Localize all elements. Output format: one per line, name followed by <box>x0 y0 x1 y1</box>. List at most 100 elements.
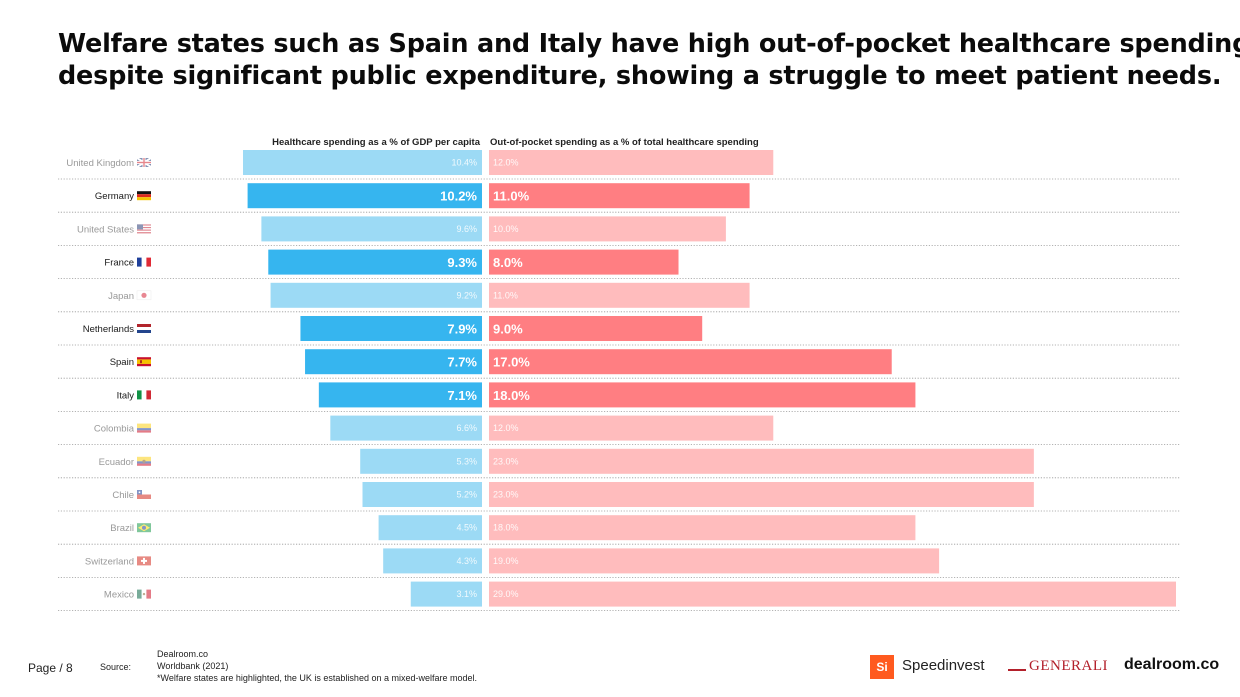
oop-value-label: 8.0% <box>493 255 523 270</box>
title-line-1: Welfare states such as Spain and Italy h… <box>58 29 1240 59</box>
netherlands-flag-icon <box>137 324 151 333</box>
country-label: France <box>104 258 134 269</box>
gdp-value-label: 7.1% <box>447 388 477 403</box>
page-number: Page / 8 <box>28 661 73 675</box>
source-line-1: Dealroom.co <box>157 649 209 659</box>
gdp-value-label: 9.2% <box>456 290 477 300</box>
gdp-bar <box>378 515 482 541</box>
title-line-2: despite significant public expenditure, … <box>58 61 1222 91</box>
oop-bar <box>489 349 892 375</box>
oop-bar <box>489 482 1034 507</box>
gdp-value-label: 9.6% <box>456 224 477 234</box>
oop-value-label: 29.0% <box>493 589 519 599</box>
oop-value-label: 23.0% <box>493 456 519 466</box>
gdp-value-label: 5.2% <box>456 490 477 500</box>
gdp-bar <box>261 216 482 242</box>
page-title: Welfare states such as Spain and Italy h… <box>58 28 1240 92</box>
gdp-bar <box>305 349 482 375</box>
source-label: Source: <box>100 662 132 672</box>
gdp-value-label: 3.1% <box>456 589 477 599</box>
oop-value-label: 12.0% <box>493 423 519 433</box>
gdp-value-label: 7.9% <box>447 322 477 337</box>
country-label: Japan <box>108 291 134 302</box>
gdp-bar <box>318 382 482 408</box>
oop-value-label: 17.0% <box>493 355 530 370</box>
us-flag-icon <box>137 224 151 234</box>
country-label: Brazil <box>110 523 134 534</box>
oop-bar <box>489 415 774 441</box>
diverging-bar-chart: 10.4% 12.0% United Kingdom 10.2% 11.0% German… <box>58 150 1180 611</box>
gdp-bar <box>247 183 482 209</box>
gdp-bar <box>243 150 482 175</box>
oop-value-label: 12.0% <box>493 158 519 168</box>
brazil-flag-icon <box>137 523 151 533</box>
germany-flag-icon <box>137 191 151 201</box>
japan-flag-icon <box>136 290 152 301</box>
oop-value-label: 11.0% <box>493 189 530 204</box>
uk-flag-icon <box>136 157 152 168</box>
country-label: Spain <box>110 357 134 368</box>
country-label: United Kingdom <box>66 158 134 169</box>
oop-value-label: 11.0% <box>493 290 518 300</box>
gdp-bar <box>360 448 482 474</box>
oop-value-label: 18.0% <box>493 523 519 533</box>
oop-bar <box>489 515 916 541</box>
colombia-flag-icon <box>137 423 151 433</box>
gdp-bar <box>362 482 482 507</box>
source-note: *Welfare states are highlighted, the UK … <box>157 673 478 683</box>
speedinvest-logo-mark: Si <box>870 655 894 679</box>
gdp-value-label: 10.2% <box>440 189 477 204</box>
oop-bar <box>489 216 726 242</box>
oop-value-label: 18.0% <box>493 388 530 403</box>
oop-value-label: 10.0% <box>493 224 519 234</box>
gdp-value-label: 9.3% <box>447 255 477 270</box>
oop-value-label: 9.0% <box>493 322 523 337</box>
gdp-bar <box>410 581 482 607</box>
speedinvest-logo: Speedinvest <box>902 657 985 674</box>
oop-bar <box>489 249 679 275</box>
source-line-2: Worldbank (2021) <box>157 661 229 671</box>
generali-logo-text: GENERALI <box>1029 658 1108 674</box>
lion-icon <box>1008 657 1026 671</box>
gdp-bar <box>383 548 482 574</box>
italy-flag-icon <box>137 390 151 400</box>
gdp-bar <box>268 249 482 275</box>
oop-value-label: 19.0% <box>493 556 519 566</box>
france-flag-icon <box>137 257 151 267</box>
gdp-bar <box>270 282 482 308</box>
country-label: Switzerland <box>85 556 134 567</box>
gdp-series-header: Healthcare spending as a % of GDP per ca… <box>272 137 480 148</box>
oop-bar <box>489 316 703 341</box>
spain-flag-icon <box>137 357 151 367</box>
chile-flag-icon <box>137 490 151 499</box>
gdp-value-label: 4.5% <box>456 523 477 533</box>
gdp-value-label: 5.3% <box>456 456 477 466</box>
source-list: Dealroom.co Worldbank (2021) *Welfare st… <box>157 648 477 684</box>
oop-value-label: 23.0% <box>493 490 519 500</box>
switzerland-flag-icon <box>137 556 151 566</box>
gdp-bar <box>330 415 482 441</box>
oop-bar <box>489 448 1034 474</box>
oop-bar <box>489 183 750 209</box>
mexico-flag-icon <box>137 589 151 599</box>
country-label: Colombia <box>94 424 135 435</box>
gdp-value-label: 6.6% <box>456 423 477 433</box>
country-label: Italy <box>117 390 135 401</box>
oop-bar <box>489 282 750 308</box>
oop-bar <box>489 581 1176 607</box>
gdp-bar <box>300 316 482 341</box>
ecuador-flag-icon <box>137 456 151 466</box>
oop-bar <box>489 548 940 574</box>
country-label: United States <box>77 224 134 235</box>
oop-bar <box>489 150 774 175</box>
oop-bar <box>489 382 916 408</box>
dealroom-logo: dealroom.co <box>1124 656 1220 673</box>
gdp-value-label: 10.4% <box>451 158 477 168</box>
generali-logo: GENERALI <box>1008 657 1108 675</box>
country-label: Ecuador <box>99 457 134 468</box>
country-label: Germany <box>95 191 134 202</box>
country-label: Chile <box>112 490 134 501</box>
gdp-value-label: 4.3% <box>456 556 477 566</box>
gdp-value-label: 7.7% <box>447 355 477 370</box>
country-label: Netherlands <box>83 324 134 335</box>
